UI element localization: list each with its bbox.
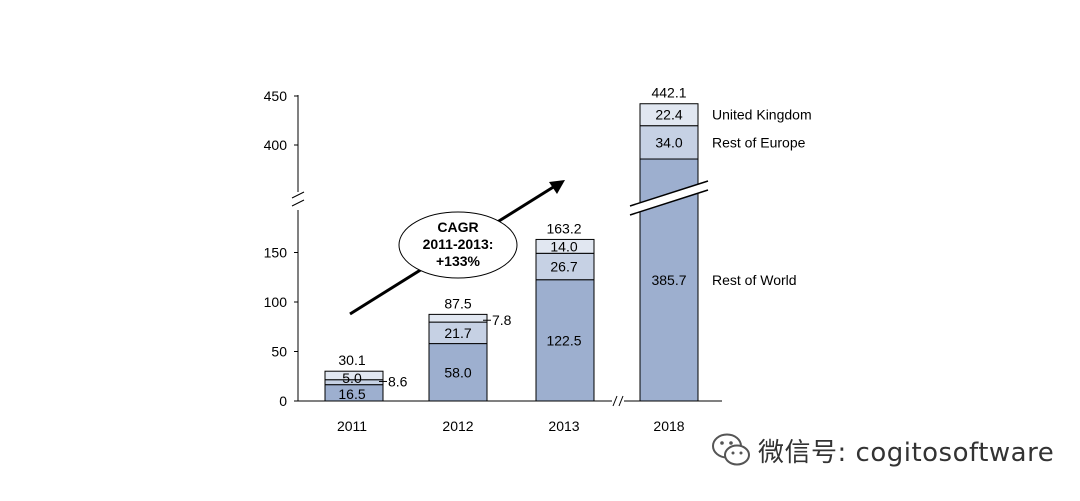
segment-label: 58.0: [444, 364, 471, 380]
bar-segment: [535, 238, 595, 254]
segment-label: 14.0: [550, 238, 577, 254]
segment-label: 26.7: [550, 259, 577, 275]
bar-segment: [535, 279, 595, 402]
segment-label: 122.5: [546, 332, 581, 348]
x-tick-label: 2013: [548, 418, 579, 434]
watermark-text: 微信号: cogitosoftware: [758, 437, 1055, 468]
legend-entry-rest-of-europe: Rest of Europe: [712, 134, 806, 150]
segment-label: 22.4: [655, 107, 682, 123]
y-tick-label: 450: [264, 88, 288, 104]
segment-label: 8.6: [388, 373, 408, 389]
x-tick-label: 2018: [653, 418, 684, 434]
total-label: 442.1: [651, 85, 686, 101]
bar-segment: [639, 125, 699, 160]
x-axis-break-mark: [618, 395, 624, 407]
bar-segment: [639, 103, 699, 127]
segment-label: 21.7: [444, 325, 471, 341]
total-label: 163.2: [546, 220, 581, 236]
y-tick-label: 400: [264, 137, 288, 153]
watermark: 微信号: cogitosoftware: [710, 430, 1054, 470]
y-tick-label: 0: [279, 393, 287, 409]
bar-break-line: [629, 189, 709, 216]
cagr-annotation-text: 2011-2013:: [423, 236, 494, 252]
segment-label: 385.7: [651, 272, 686, 288]
y-axis-break-mark: [291, 199, 305, 207]
bar-break-band: [630, 181, 708, 215]
wechat-icon: [712, 433, 750, 466]
cagr-annotation-text: +133%: [436, 253, 481, 269]
y-tick-label: 150: [264, 245, 288, 261]
segment-label: 16.5: [338, 386, 365, 402]
segment-label: 7.8: [492, 312, 512, 328]
x-tick-label: 2011: [337, 418, 367, 434]
segment-label: 5.0: [342, 370, 362, 386]
bar-segment: [535, 252, 595, 281]
y-axis-break-mark: [291, 191, 305, 199]
legend-entry-united-kingdom: United Kingdom: [712, 107, 812, 123]
cagr-annotation-ellipse: [398, 211, 518, 279]
x-tick-label: 2012: [442, 418, 473, 434]
cagr-annotation-text: CAGR: [437, 219, 478, 235]
x-axis-break-mark: [612, 395, 618, 407]
bar-segment: [324, 370, 384, 381]
total-label: 87.5: [444, 295, 471, 311]
bar-break-line: [629, 180, 709, 207]
total-label: 30.1: [338, 352, 365, 368]
y-tick-label: 50: [271, 344, 287, 360]
segment-label: 34.0: [655, 134, 682, 150]
legend-entry-rest-of-world: Rest of World: [712, 272, 797, 288]
bar-segment: [428, 313, 488, 323]
y-tick-label: 100: [264, 294, 288, 310]
cagr-arrowhead: [549, 180, 565, 194]
